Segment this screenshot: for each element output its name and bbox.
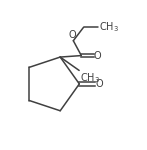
Text: CH$_3$: CH$_3$ — [99, 20, 119, 34]
Text: CH$_3$: CH$_3$ — [80, 71, 100, 85]
Text: O: O — [94, 51, 101, 61]
Text: O: O — [96, 79, 103, 89]
Text: O: O — [69, 30, 76, 40]
